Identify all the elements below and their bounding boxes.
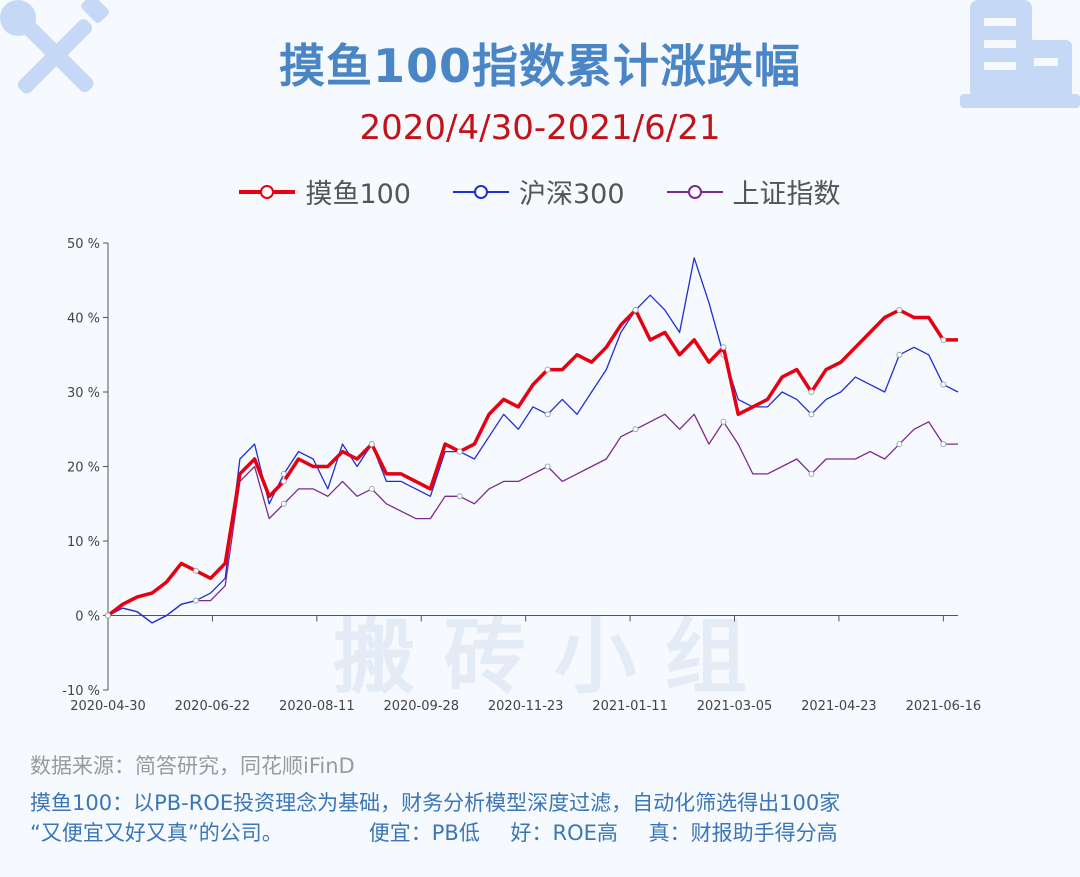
criteria-cheap: 便宜：PB低 [368, 821, 480, 845]
y-tick-label: -10 % [62, 684, 100, 699]
legend-swatch-hs300 [453, 184, 509, 199]
x-tick-label: 2020-04-30 [70, 699, 146, 714]
x-tick-label: 2021-04-23 [801, 699, 877, 714]
y-tick-label: 20 % [67, 461, 100, 476]
description-criteria: 便宜：PB低 好：ROE高 真：财报助手得分高 [369, 818, 862, 848]
data-point[interactable] [280, 500, 287, 507]
x-tick-label: 2020-09-28 [383, 699, 459, 714]
description-line-2-intro: “又便宜又好又真”的公司。 [30, 821, 283, 845]
watermark: 搬 砖 小 组 [333, 610, 747, 705]
data-point[interactable] [896, 441, 903, 448]
data-point[interactable] [940, 441, 947, 448]
data-point[interactable] [632, 307, 639, 314]
series-line-moyu100[interactable] [106, 308, 958, 617]
data-point[interactable] [632, 426, 639, 433]
data-point[interactable] [808, 470, 815, 477]
legend-swatch-sse [666, 184, 723, 199]
description-line-1: 摸鱼100：以PB-ROE投资理念为基础，财务分析模型深度过滤，自动化筛选得出1… [30, 791, 841, 815]
y-tick-label: 40 % [67, 312, 100, 327]
data-point[interactable] [280, 478, 287, 485]
data-point[interactable] [456, 448, 463, 455]
data-point[interactable] [368, 485, 375, 492]
legend-label-moyu100: 摸鱼100 [305, 179, 411, 210]
legend-swatch-moyu100 [239, 184, 296, 199]
y-tick-label: 0 % [75, 610, 100, 625]
line-chart: 搬 砖 小 组 -10 % 0 % 10 % 20 % 30 % 40 % 50 % 2020… [62, 237, 982, 714]
legend-label-sse: 上证指数 [732, 179, 841, 210]
data-point[interactable] [808, 411, 815, 418]
y-tick-label: 30 % [67, 386, 100, 401]
data-point[interactable] [280, 470, 287, 477]
x-tick-label: 2021-01-11 [592, 699, 668, 714]
data-point[interactable] [720, 344, 727, 351]
legend-label-hs300: 沪深300 [519, 179, 625, 210]
legend-item-sse[interactable]: 上证指数 [666, 172, 841, 211]
data-point[interactable] [544, 366, 551, 373]
x-tick-label: 2021-03-05 [697, 699, 773, 714]
data-point[interactable] [368, 441, 375, 448]
data-point[interactable] [808, 389, 815, 395]
data-point[interactable] [192, 567, 199, 574]
y-tick-label: 50 % [67, 237, 100, 252]
data-point[interactable] [544, 463, 551, 470]
x-tick-label: 2021-06-16 [906, 699, 982, 714]
chart-subtitle: 2020/4/30-2021/6/21 [359, 108, 721, 148]
series-line-hs300[interactable] [107, 257, 959, 624]
data-point[interactable] [192, 597, 199, 604]
data-point[interactable] [940, 336, 947, 343]
legend-item-hs300[interactable]: 沪深300 [453, 172, 625, 211]
x-tick-label: 2020-11-23 [488, 699, 564, 714]
data-point[interactable] [940, 381, 947, 388]
criteria-true: 真：财报助手得分高 [648, 821, 838, 845]
data-point[interactable] [456, 493, 463, 500]
data-point[interactable] [896, 307, 903, 314]
data-source-note: 数据来源：简答研究，同花顺iFinD [30, 754, 355, 778]
data-point[interactable] [720, 418, 727, 425]
wrench-screwdriver-icon [0, 0, 109, 94]
data-point[interactable] [544, 411, 551, 418]
chart-title: 摸鱼100指数累计涨跌幅 [278, 39, 802, 93]
x-tick-label: 2020-06-22 [175, 699, 251, 714]
legend: 摸鱼100 沪深300 上证指数 [0, 172, 1080, 211]
criteria-good: 好：ROE高 [510, 821, 618, 845]
legend-item-moyu100[interactable]: 摸鱼100 [239, 172, 411, 211]
data-point[interactable] [105, 612, 111, 619]
building-icon [960, 0, 1080, 108]
description: 摸鱼100：以PB-ROE投资理念为基础，财务分析模型深度过滤，自动化筛选得出1… [30, 788, 1060, 848]
data-point[interactable] [896, 351, 903, 358]
description-line-2: “又便宜又好又真”的公司。 便宜：PB低 好：ROE高 真：财报助手得分高 [30, 818, 1060, 848]
series-line-sse[interactable] [107, 413, 958, 624]
y-tick-label: 10 % [67, 535, 100, 550]
x-tick-label: 2020-08-11 [279, 699, 355, 714]
